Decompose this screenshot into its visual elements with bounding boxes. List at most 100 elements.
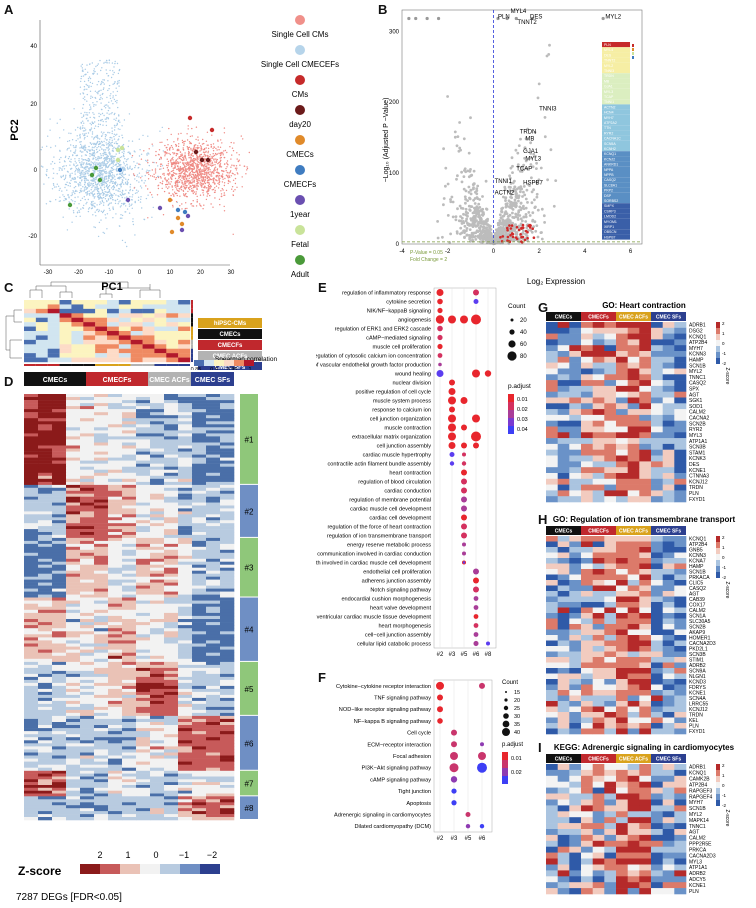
deg-cell	[220, 514, 235, 518]
sc-cmecef-point	[104, 136, 107, 138]
sig-gene-point	[532, 236, 536, 239]
sc-cmecef-point	[88, 169, 90, 171]
sc-cm-point	[216, 169, 218, 171]
deg-cell	[164, 460, 179, 464]
sc-cmecef-point	[77, 171, 79, 173]
deg-cell	[66, 445, 81, 449]
sc-cm-point	[170, 145, 173, 147]
deg-cell	[122, 436, 137, 440]
sc-cm-point	[233, 142, 235, 144]
corr-cell	[130, 300, 143, 305]
side-gene-label: KCNH2	[604, 147, 616, 151]
corr-cell	[166, 317, 179, 323]
sc-cmecef-point	[84, 181, 86, 183]
side-cell	[602, 146, 630, 152]
sc-cm-point	[193, 181, 195, 183]
sc-cmecef-point	[85, 188, 87, 190]
deg-cell	[220, 394, 235, 398]
sc-cm-point	[183, 141, 185, 143]
sc-cmecef-point	[90, 189, 92, 191]
deg-cell	[136, 433, 151, 437]
gene-point	[554, 179, 558, 183]
deg-cell	[52, 424, 67, 428]
sc-cm-point	[175, 154, 177, 157]
sc-cmecef-point	[78, 158, 80, 160]
sc-cm-point	[184, 180, 186, 183]
sc-cm-point	[177, 158, 179, 160]
gene-point	[504, 199, 507, 203]
sig-gene-point	[509, 227, 513, 230]
sc-cmecef-point	[125, 183, 127, 185]
sc-cmecef-point	[73, 178, 75, 181]
deg-cell	[206, 475, 221, 480]
sc-cmecef-point	[81, 155, 83, 157]
deg-cell	[164, 400, 179, 404]
corr-cell	[118, 304, 131, 310]
deg-cell	[220, 439, 235, 443]
deg-cell	[52, 448, 67, 452]
deg-cell	[192, 537, 207, 542]
corr-cell	[47, 322, 60, 327]
sc-cm-point	[205, 147, 207, 149]
sc-cmecef-point	[90, 192, 92, 194]
deg-cell	[80, 415, 95, 419]
sc-cmecef-point	[68, 147, 70, 149]
side-cell	[602, 140, 630, 146]
deg-cell	[52, 540, 67, 545]
sc-cm-point	[231, 147, 234, 149]
sc-cmecef-point	[62, 174, 65, 177]
corr-cell	[59, 300, 72, 305]
sc-cm-point	[192, 157, 195, 160]
deg-cell	[136, 469, 151, 473]
deg-cell	[94, 457, 109, 461]
corr-cell	[166, 335, 179, 341]
corr-bottom-bar	[178, 364, 190, 366]
corr-cell	[107, 300, 120, 305]
corr-cell	[83, 308, 96, 314]
sample-point	[115, 147, 121, 153]
side-cell	[602, 218, 630, 224]
sc-cmecef-point	[94, 90, 97, 93]
sc-cmecef-point	[86, 64, 88, 66]
deg-cell	[38, 499, 53, 503]
corr-cell	[130, 322, 143, 327]
sc-cm-point	[204, 176, 207, 179]
deg-cell	[108, 472, 123, 477]
corr-cell	[83, 339, 96, 345]
deg-cell	[66, 454, 81, 458]
deg-cell	[38, 421, 53, 425]
deg-cell	[38, 394, 53, 398]
sc-cmecef-point	[106, 184, 109, 186]
sc-cmecef-point	[112, 156, 114, 158]
sc-cmecef-point	[59, 150, 61, 152]
deg-cell	[150, 406, 165, 410]
sc-cmecef-point	[86, 100, 88, 102]
deg-cell	[164, 457, 179, 461]
deg-cell	[220, 460, 235, 464]
sc-cmecef-point	[79, 86, 82, 88]
deg-cell	[38, 415, 53, 419]
sc-cm-point	[183, 179, 185, 181]
sc-cm-point	[218, 165, 221, 167]
sc-cmecef-point	[127, 158, 129, 160]
gene-point	[543, 221, 546, 224]
deg-cell	[136, 403, 151, 407]
sc-cmecef-point	[54, 145, 57, 147]
sc-cmecef-point	[100, 163, 102, 165]
sc-cm-point	[180, 155, 183, 157]
deg-cell	[108, 493, 123, 497]
sc-cm-point	[208, 183, 210, 185]
sc-cm-point	[204, 166, 207, 168]
sc-cmecef-point	[89, 106, 92, 108]
sc-cmecef-point	[92, 169, 94, 171]
sc-cmecef-point	[90, 108, 92, 110]
deg-cell	[94, 493, 109, 497]
gene-point	[462, 212, 465, 216]
sc-cmecef-point	[85, 147, 87, 149]
deg-cell	[80, 412, 95, 416]
deg-cell	[178, 537, 193, 542]
sc-cmecef-point	[105, 172, 107, 174]
gene-point	[504, 232, 508, 236]
sc-cmecef-point	[68, 132, 70, 134]
gene-point	[535, 195, 539, 199]
